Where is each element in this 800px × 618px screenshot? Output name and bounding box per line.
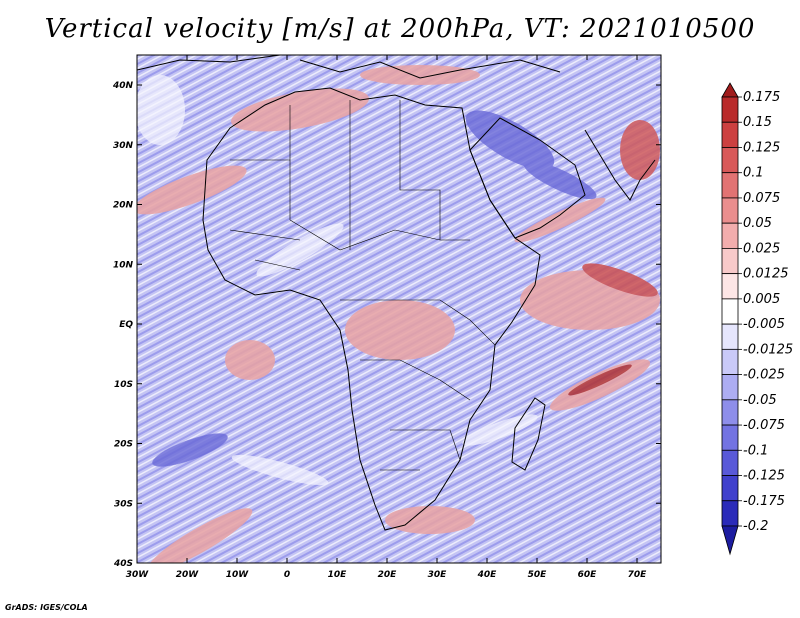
lat-tick-label: EQ — [119, 320, 133, 330]
lat-tick-label: 30N — [113, 141, 134, 151]
colorbar-label: -0.005 — [743, 317, 785, 332]
map-title: Vertical velocity [m/s] at 200hPa, VT: 2… — [44, 14, 756, 44]
colorbar-swatch — [721, 121, 739, 148]
lon-axis: 30W 20W 10W 0 10E 20E 30E 40E 50E 60E 70E — [126, 55, 647, 580]
colorbar-label: 0.075 — [743, 191, 780, 206]
colorbar-swatch — [721, 96, 739, 123]
colorbar-label: 0.05 — [743, 216, 772, 231]
europe-coast — [137, 55, 561, 79]
colorbar-label: -0.0125 — [743, 342, 793, 357]
lon-tick-label: 10E — [328, 570, 348, 580]
lon-tick-label: 30W — [126, 570, 150, 580]
lat-tick-label: 20S — [114, 440, 133, 450]
colorbar-label: 0.1 — [743, 166, 764, 181]
colorbar-top-arrow — [721, 82, 739, 98]
lat-tick-label: 20N — [113, 201, 134, 211]
lat-tick-label: 40S — [113, 559, 133, 569]
colorbar: 0.175 0.15 0.125 0.1 0.075 0.05 0.025 0.0125 0.0… — [721, 82, 793, 556]
colorbar-swatch — [721, 374, 739, 401]
colorbar-label: -0.1 — [743, 443, 768, 458]
lat-axis: 40N 30N 20N 10N EQ 10S 20S 30S 40S — [112, 81, 661, 569]
colorbar-swatch — [721, 298, 739, 325]
colorbar-label: 0.0125 — [743, 267, 789, 282]
colorbar-label: -0.125 — [743, 469, 785, 484]
colorbar-label: -0.2 — [743, 519, 768, 534]
colorbar-bottom-arrow — [721, 525, 739, 556]
colorbar-swatch — [721, 147, 739, 174]
colorbar-swatch — [721, 323, 739, 350]
colorbar-swatch — [721, 500, 739, 527]
colorbar-swatch — [721, 222, 739, 249]
lon-tick-label: 40E — [477, 570, 498, 580]
grads-credit: GrADS: IGES/COLA — [5, 603, 88, 612]
colorbar-swatch — [721, 475, 739, 502]
colorbar-swatch — [721, 449, 739, 476]
lat-tick-label: 30S — [114, 499, 133, 509]
lat-tick-label: 10S — [114, 380, 133, 390]
lon-tick-label: 30E — [428, 570, 448, 580]
lon-tick-label: 0 — [284, 570, 290, 580]
colorbar-swatch — [721, 172, 739, 199]
lon-tick-label: 20E — [378, 570, 398, 580]
lat-tick-label: 40N — [112, 81, 134, 91]
colorbar-label: -0.175 — [743, 494, 785, 509]
colorbar-label: 0.15 — [743, 115, 772, 130]
colorbar-swatch — [721, 399, 739, 426]
colorbar-label: -0.025 — [743, 368, 785, 383]
vertical-velocity-field — [137, 55, 661, 563]
colorbar-label: 0.175 — [743, 90, 780, 105]
lon-tick-label: 70E — [628, 570, 648, 580]
map-frame — [136, 54, 662, 564]
colorbar-swatch — [721, 248, 739, 275]
india-coast — [584, 129, 656, 201]
lon-tick-label: 20W — [176, 570, 200, 580]
africa-coastline — [202, 87, 541, 531]
madagascar-coast — [511, 397, 546, 471]
arabian-peninsula-coast — [469, 117, 586, 239]
colorbar-label: 0.025 — [743, 241, 780, 256]
lon-tick-label: 10W — [226, 570, 250, 580]
colorbar-label: -0.05 — [743, 393, 777, 408]
colorbar-swatch — [721, 273, 739, 300]
colorbar-label: 0.005 — [743, 292, 780, 307]
colorbar-label: 0.125 — [743, 140, 780, 155]
colorbar-swatch — [721, 348, 739, 375]
colorbar-swatch — [721, 197, 739, 224]
colorbar-swatch — [721, 424, 739, 451]
colorbar-label: -0.075 — [743, 418, 785, 433]
lat-tick-label: 10N — [113, 260, 134, 270]
lon-tick-label: 50E — [528, 570, 548, 580]
lon-tick-label: 60E — [578, 570, 598, 580]
